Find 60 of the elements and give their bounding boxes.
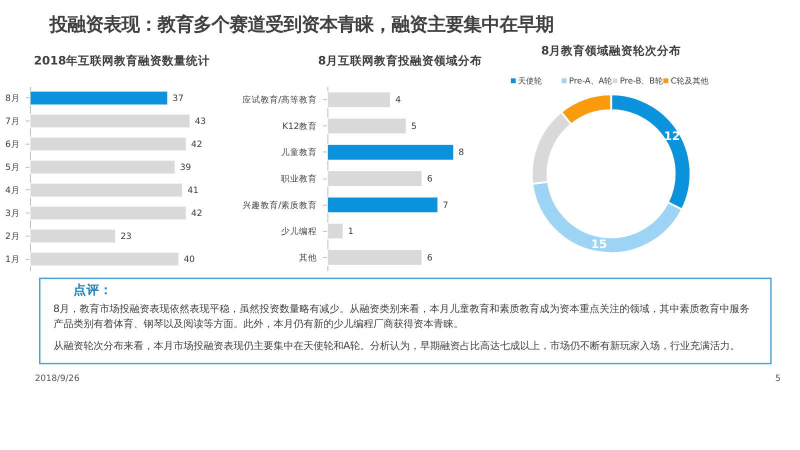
- data-label: 41: [187, 186, 199, 196]
- legend-label: Pre-A、A轮: [569, 76, 612, 86]
- y-tick-label: 儿童教育: [281, 147, 318, 158]
- bar: [30, 182, 184, 198]
- y-tick-label: 少儿编程: [281, 226, 318, 238]
- data-label: 6: [426, 253, 432, 264]
- bar: [30, 228, 116, 244]
- data-label: 7: [442, 200, 448, 211]
- y-tick-label: 7月: [5, 116, 20, 127]
- bar: [30, 114, 191, 128]
- text: 投融资表现：教育多个赛道受到资本青睐，融资主要集中在早期: [48, 13, 554, 36]
- y-tick-label: 8月: [5, 94, 20, 104]
- legend-label: C轮及其他: [670, 76, 708, 86]
- chart-title: 8月教育领域融资轮次分布: [541, 44, 682, 58]
- legend-label: 天使轮: [518, 76, 542, 86]
- legend-label: Pre-B、B轮: [620, 76, 663, 86]
- data-label: 1: [348, 227, 354, 238]
- y-tick-label: 职业教育: [281, 173, 318, 184]
- data-label: 43: [194, 116, 206, 127]
- data-label: 42: [191, 208, 202, 219]
- data-label: 5: [411, 122, 417, 132]
- data-label: 8: [458, 148, 464, 158]
- bar: [326, 222, 344, 240]
- chart-title: 2018年互联网教育融资数量统计: [34, 53, 210, 68]
- bar: [30, 90, 168, 106]
- y-tick-label: 3月: [5, 208, 20, 219]
- data-label: 12: [664, 129, 680, 144]
- y-tick-label: 1月: [5, 254, 20, 265]
- text: 2018/9/26: [34, 374, 80, 384]
- data-label: 42: [191, 140, 202, 150]
- data-label: 4: [395, 96, 402, 106]
- bar: [30, 136, 187, 152]
- bar: [326, 144, 454, 161]
- y-tick-label: K12教育: [282, 120, 318, 132]
- y-tick-label: 兴趣教育/素质教育: [242, 200, 318, 211]
- y-tick-label: 2月: [5, 232, 20, 242]
- data-label: 6: [426, 174, 432, 184]
- bar: [326, 91, 392, 108]
- data-label: 40: [184, 254, 195, 265]
- y-tick-label: 4月: [5, 186, 20, 196]
- chart-title: 8月互联网教育投融资领域分布: [318, 53, 482, 68]
- y-tick-label: 其他: [299, 252, 318, 264]
- text: 点评：: [74, 282, 113, 297]
- bar: [30, 206, 187, 220]
- bar: [326, 118, 407, 134]
- data-label: 37: [172, 94, 184, 104]
- text: 从融资轮次分布来看，本月市场投融资表现仍主要集中在天使轮和A轮。分析认为，早期融资占比高达七成以上，市场仍不断有新玩家入场，行业充满活力。: [53, 340, 740, 352]
- data-label: 23: [120, 232, 132, 242]
- text: 5: [775, 374, 781, 384]
- bar: [326, 249, 423, 266]
- y-tick-label: 应试教育/高等教育: [242, 94, 318, 106]
- data-label: 39: [180, 162, 192, 173]
- text: 8月，教育市场投融资表现依然表现平稳，虽然投资数量略有减少。从融资类别来看，本月儿童教育和素质教育成为资本重点关注的领域，其中素质教育中服务产品类别有着体育、钢琴以及阅读等方面。此外，本月仍有新的少儿编程厂商获得资本青睐。: [53, 303, 750, 330]
- bar: [30, 252, 180, 266]
- data-label: 15: [590, 237, 608, 252]
- bar: [326, 170, 423, 187]
- y-tick-label: 6月: [5, 140, 20, 150]
- y-tick-label: 5月: [5, 162, 20, 173]
- bar: [30, 160, 176, 174]
- bar: [326, 196, 438, 214]
